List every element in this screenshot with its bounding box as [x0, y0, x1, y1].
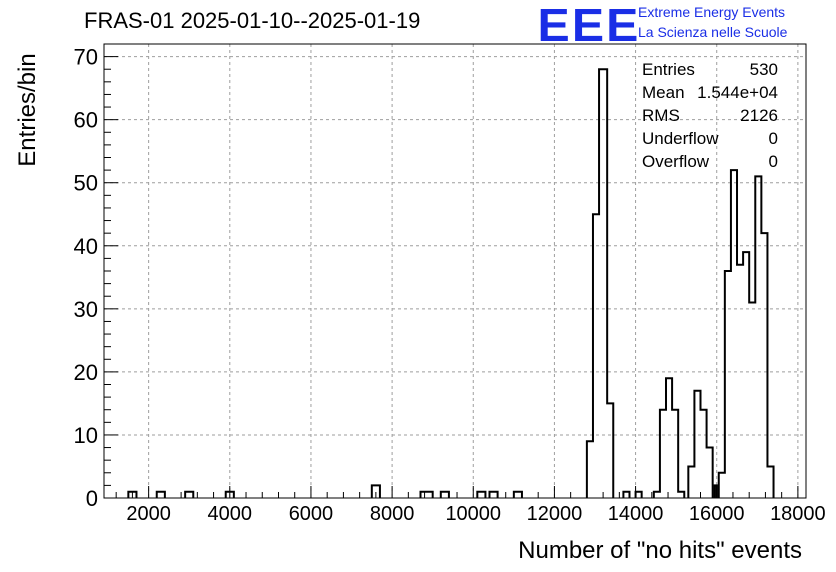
histogram-bin	[749, 303, 755, 498]
stat-label: Overflow	[642, 152, 710, 171]
x-axis-label: Number of "no hits" events	[518, 537, 802, 564]
y-tick-label: 70	[74, 45, 98, 70]
x-tick-label: 4000	[208, 503, 253, 525]
eee-logo: EEE	[537, 0, 641, 51]
histogram-bin	[737, 265, 743, 498]
x-tick-label: 16000	[689, 503, 745, 525]
logo-line-2: La Scienza nelle Scuole	[638, 24, 788, 40]
y-tick-label: 40	[74, 234, 98, 259]
stat-row-underflow: Underflow 0	[642, 129, 778, 152]
stat-row-mean: Mean 1.544e+04	[642, 83, 778, 106]
x-tick-label: 2000	[126, 503, 171, 525]
y-tick-label: 60	[74, 108, 98, 133]
stat-row-overflow: Overflow 0	[642, 152, 778, 175]
y-axis-label-box: Entries/bin	[8, 40, 48, 180]
x-tick-label: 18000	[770, 503, 826, 525]
stat-value: 0	[768, 129, 778, 148]
stat-label: Mean	[642, 83, 685, 102]
logo-line-1: Extreme Energy Events	[638, 4, 786, 20]
grid-lines	[104, 44, 806, 498]
stats-box: Entries 530 Mean 1.544e+04 RMS 2126 Unde…	[642, 60, 778, 175]
histogram-bin	[599, 69, 607, 498]
stat-value: 0	[768, 152, 778, 171]
x-tick-label: 6000	[289, 503, 334, 525]
stat-value: 530	[749, 60, 778, 79]
chart-title: FRAS-01 2025-01-10--2025-01-19	[84, 8, 421, 33]
x-tick-label: 14000	[608, 503, 664, 525]
stat-value: 1.544e+04	[697, 83, 778, 102]
x-tick-label: 12000	[527, 503, 583, 525]
stat-label: RMS	[642, 106, 680, 125]
y-tick-label: 20	[74, 360, 98, 385]
y-tick-label: 50	[74, 171, 98, 196]
stat-row-rms: RMS 2126	[642, 106, 778, 129]
y-tick-label: 10	[74, 423, 98, 448]
y-axis-label: Entries/bin	[14, 53, 41, 167]
stat-value: 2126	[740, 106, 778, 125]
stat-row-entries: Entries 530	[642, 60, 778, 83]
axes: 2000 4000 6000 8000 10000 12000 14000 16000 1800…	[74, 43, 826, 525]
stat-label: Entries	[642, 60, 695, 79]
y-tick-label: 0	[86, 486, 98, 511]
y-tick-label: 30	[74, 297, 98, 322]
stat-label: Underflow	[642, 129, 719, 148]
x-tick-label: 8000	[370, 503, 415, 525]
x-tick-label: 10000	[445, 503, 501, 525]
